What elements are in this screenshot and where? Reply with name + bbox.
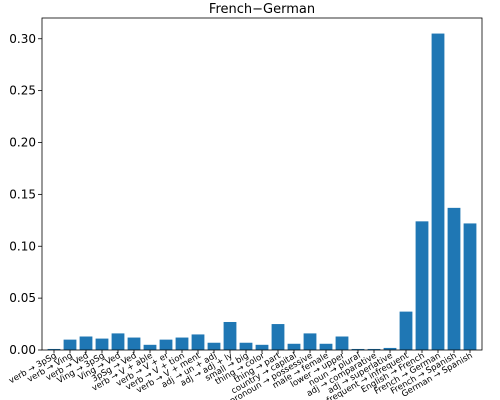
- bar-2: [79, 336, 93, 350]
- bar-14: [271, 324, 285, 350]
- bar-11: [223, 321, 237, 350]
- bar-22: [399, 311, 413, 350]
- bar-15: [287, 343, 301, 350]
- bars-group: [47, 33, 477, 351]
- y-tick-label-4: 0.20: [9, 136, 36, 150]
- bar-4: [111, 333, 125, 350]
- bar-7: [159, 339, 173, 351]
- y-tick-label-2: 0.10: [9, 239, 36, 253]
- bar-12: [239, 342, 253, 350]
- y-axis: 0.00 0.05 0.10 0.15 0.20 0.25 0.30: [9, 32, 42, 357]
- bar-24: [431, 33, 445, 351]
- bar-25: [447, 207, 461, 350]
- bar-6: [143, 344, 157, 350]
- bar-17: [319, 343, 333, 350]
- chart-title: French−German: [209, 2, 315, 17]
- bar-3: [95, 338, 109, 350]
- bar-26: [463, 223, 477, 350]
- bar-23: [415, 221, 429, 350]
- bar-21: [383, 347, 397, 350]
- bar-9: [191, 334, 205, 350]
- y-tick-label-0: 0.00: [9, 343, 36, 357]
- bar-18: [335, 336, 349, 350]
- bar-1: [63, 339, 77, 351]
- bar-8: [175, 337, 189, 350]
- bar-13: [255, 344, 269, 350]
- bar-5: [127, 337, 141, 350]
- y-tick-label-3: 0.15: [9, 187, 36, 201]
- bar-20: [367, 348, 381, 350]
- plot-frame: [41, 17, 483, 351]
- y-tick-label-5: 0.25: [9, 84, 36, 98]
- bar-0: [47, 348, 61, 350]
- bar-16: [303, 333, 317, 350]
- bar-19: [351, 348, 365, 350]
- y-tick-label-1: 0.05: [9, 291, 36, 305]
- bar-10: [207, 342, 221, 350]
- y-tick-label-6: 0.30: [9, 32, 36, 46]
